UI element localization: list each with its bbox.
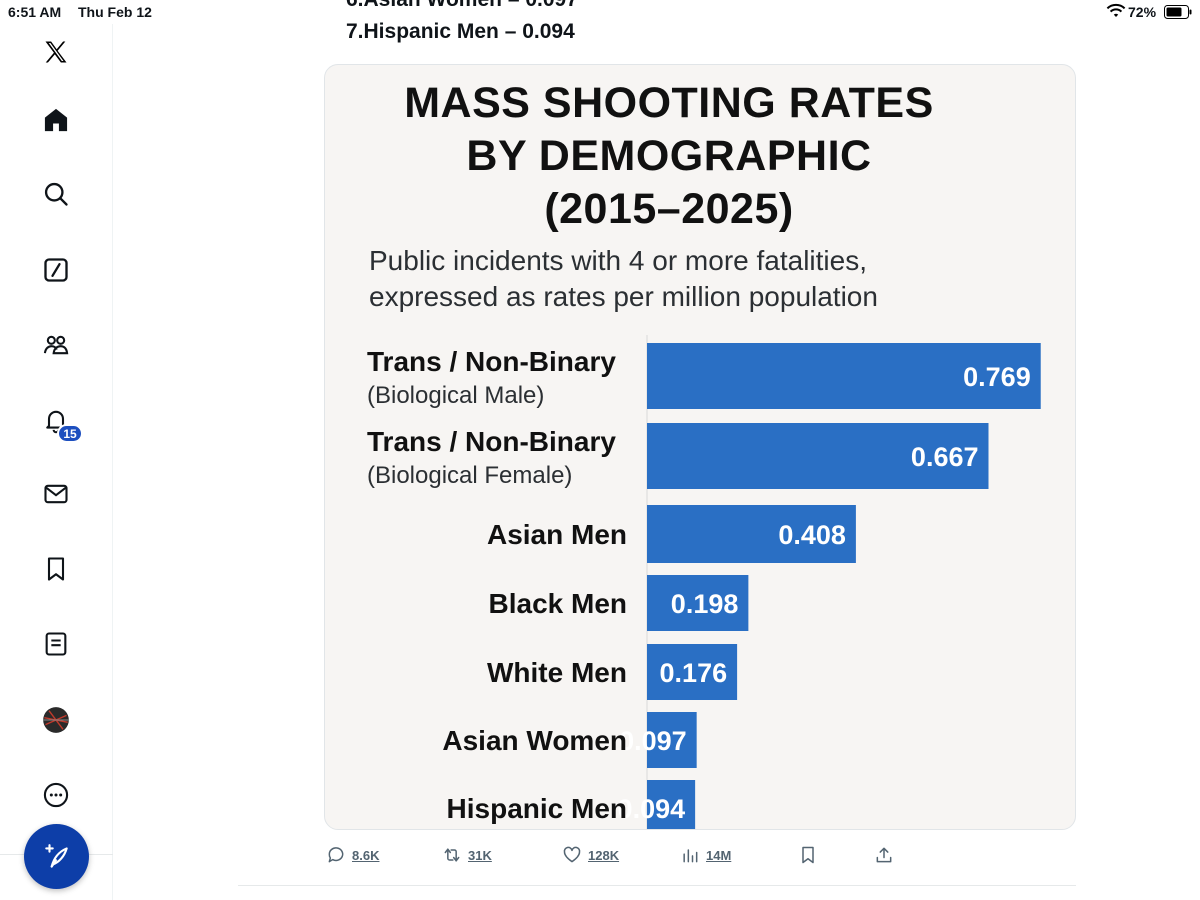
- status-date: Thu Feb 12: [78, 4, 152, 20]
- views-count: 14M: [706, 847, 732, 863]
- bookmarks-icon[interactable]: [40, 553, 72, 585]
- post-text-line: 6.Asian Women – 0.097: [346, 0, 578, 12]
- chart-subtitle-line: Public incidents with 4 or more fataliti…: [369, 245, 867, 276]
- sidebar-nav: 15: [0, 24, 113, 900]
- chart-title-line: (2015–2025): [544, 185, 794, 233]
- chart-bar: [647, 343, 1041, 409]
- chart-bar: [647, 644, 738, 700]
- chart-category-label: Asian Women: [442, 725, 627, 756]
- chart-category-sublabel: (Biological Male): [367, 382, 544, 409]
- chart-value-label: 0.097: [619, 726, 687, 756]
- chart-bar: [647, 423, 989, 489]
- post-divider: [238, 885, 1076, 886]
- like-button[interactable]: 128K: [562, 844, 619, 866]
- lists-icon[interactable]: [40, 628, 72, 660]
- chart-category-label: Asian Men: [487, 519, 627, 550]
- bar-chart: 0.769 Trans / Non-Binary (Biological Male)…: [367, 335, 1041, 829]
- post-media-image[interactable]: MASS SHOOTING RATES BY DEMOGRAPHIC (2015…: [324, 64, 1076, 830]
- repost-icon: [444, 848, 460, 862]
- communities-icon[interactable]: [40, 329, 72, 361]
- chart-category-label: Trans / Non-Binary: [367, 346, 616, 377]
- chart-title-line: BY DEMOGRAPHIC: [466, 132, 872, 180]
- heart-icon: [563, 846, 581, 863]
- bookmark-icon: [802, 846, 814, 864]
- chart-category-sublabel: (Biological Female): [367, 462, 572, 489]
- battery-percentage: 72%: [1128, 4, 1157, 20]
- bookmark-button[interactable]: [798, 844, 818, 866]
- notification-badge: 15: [57, 424, 83, 443]
- chart-value-label: 0.408: [778, 520, 846, 550]
- reply-icon: [328, 847, 344, 863]
- battery-icon: [1164, 5, 1192, 19]
- chart-value-label: 0.769: [963, 362, 1031, 392]
- chart-category-label: White Men: [487, 657, 627, 688]
- chart-category-label: Trans / Non-Binary: [367, 426, 616, 457]
- x-logo-icon[interactable]: [40, 36, 72, 68]
- chart-bar: [647, 780, 696, 829]
- views-button[interactable]: 14M: [680, 844, 731, 866]
- grok-icon[interactable]: [40, 254, 72, 286]
- chart-value-label: 0.667: [911, 442, 979, 472]
- reply-count: 8.6K: [352, 847, 380, 863]
- like-count: 128K: [588, 847, 620, 863]
- chart-category-label: Hispanic Men: [447, 793, 627, 824]
- status-time: 6:51 AM: [8, 4, 62, 20]
- chart-bar: [647, 712, 697, 768]
- search-icon[interactable]: [40, 178, 72, 210]
- chart-value-label: 0.094: [618, 794, 686, 824]
- messages-icon[interactable]: [40, 478, 72, 510]
- chart-bar: [647, 505, 856, 563]
- reply-button[interactable]: 8.6K: [326, 844, 379, 866]
- share-button[interactable]: [874, 844, 894, 866]
- chart-subtitle-line: expressed as rates per million populatio…: [369, 281, 878, 312]
- more-icon[interactable]: [40, 779, 72, 811]
- status-bar: 6:51 AM Thu Feb 12 72%: [0, 0, 1200, 24]
- compose-quill-icon: [44, 843, 68, 868]
- compose-button[interactable]: [24, 824, 89, 889]
- profile-avatar[interactable]: [40, 704, 72, 736]
- views-icon: [683, 849, 698, 863]
- home-icon[interactable]: [40, 104, 72, 136]
- chart-title-line: MASS SHOOTING RATES: [404, 79, 934, 127]
- chart-value-label: 0.176: [660, 658, 728, 688]
- wifi-icon: [1106, 4, 1126, 17]
- repost-button[interactable]: 31K: [442, 844, 492, 866]
- repost-count: 31K: [468, 847, 492, 863]
- chart-bar: [647, 575, 749, 631]
- share-icon: [876, 847, 892, 863]
- chart-category-label: Black Men: [489, 588, 628, 619]
- post-text-line: 7.Hispanic Men – 0.094: [346, 20, 575, 43]
- chart-value-label: 0.198: [671, 589, 739, 619]
